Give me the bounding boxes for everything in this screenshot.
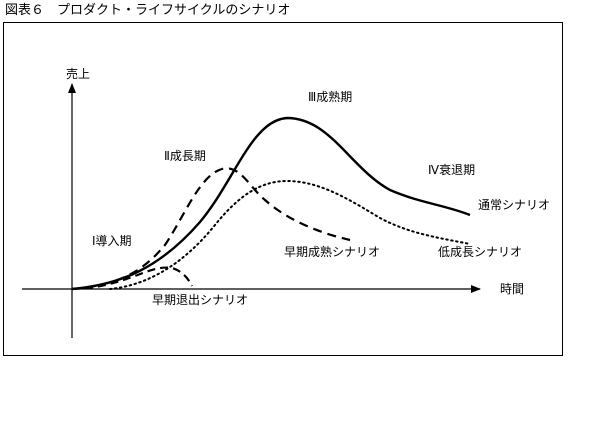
normal-scenario-label: 通常シナリオ [478, 198, 550, 212]
early-maturity-scenario-curve [71, 167, 351, 291]
phase-introduction-label: Ⅰ導入期 [92, 234, 132, 248]
x-axis-label: 時間 [500, 282, 524, 296]
low-growth-scenario-curve [109, 179, 471, 290]
figure-frame [3, 22, 563, 356]
normal-scenario-curve [71, 116, 471, 291]
figure-caption: 図表６ プロダクト・ライフサイクルのシナリオ [5, 3, 291, 18]
phase-growth-label: Ⅱ成長期 [164, 149, 206, 163]
phase-decline-label: Ⅳ衰退期 [428, 162, 475, 177]
early-exit-scenario-curve [71, 266, 193, 291]
low-growth-scenario-label: 低成長シナリオ [438, 245, 522, 259]
y-axis-label: 売上 [66, 66, 90, 81]
early-maturity-scenario-label: 早期成熟シナリオ [284, 244, 380, 259]
phase-maturity-label: Ⅲ成熟期 [308, 89, 352, 104]
early-exit-scenario-label: 早期退出シナリオ [152, 293, 248, 307]
